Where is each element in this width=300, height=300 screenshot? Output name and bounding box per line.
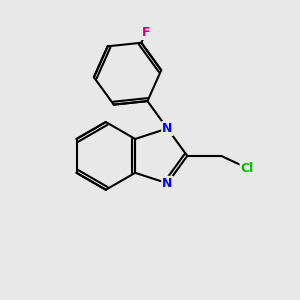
Text: Cl: Cl — [241, 162, 254, 175]
Text: F: F — [142, 26, 150, 39]
Text: N: N — [162, 177, 172, 190]
Text: N: N — [162, 122, 172, 135]
